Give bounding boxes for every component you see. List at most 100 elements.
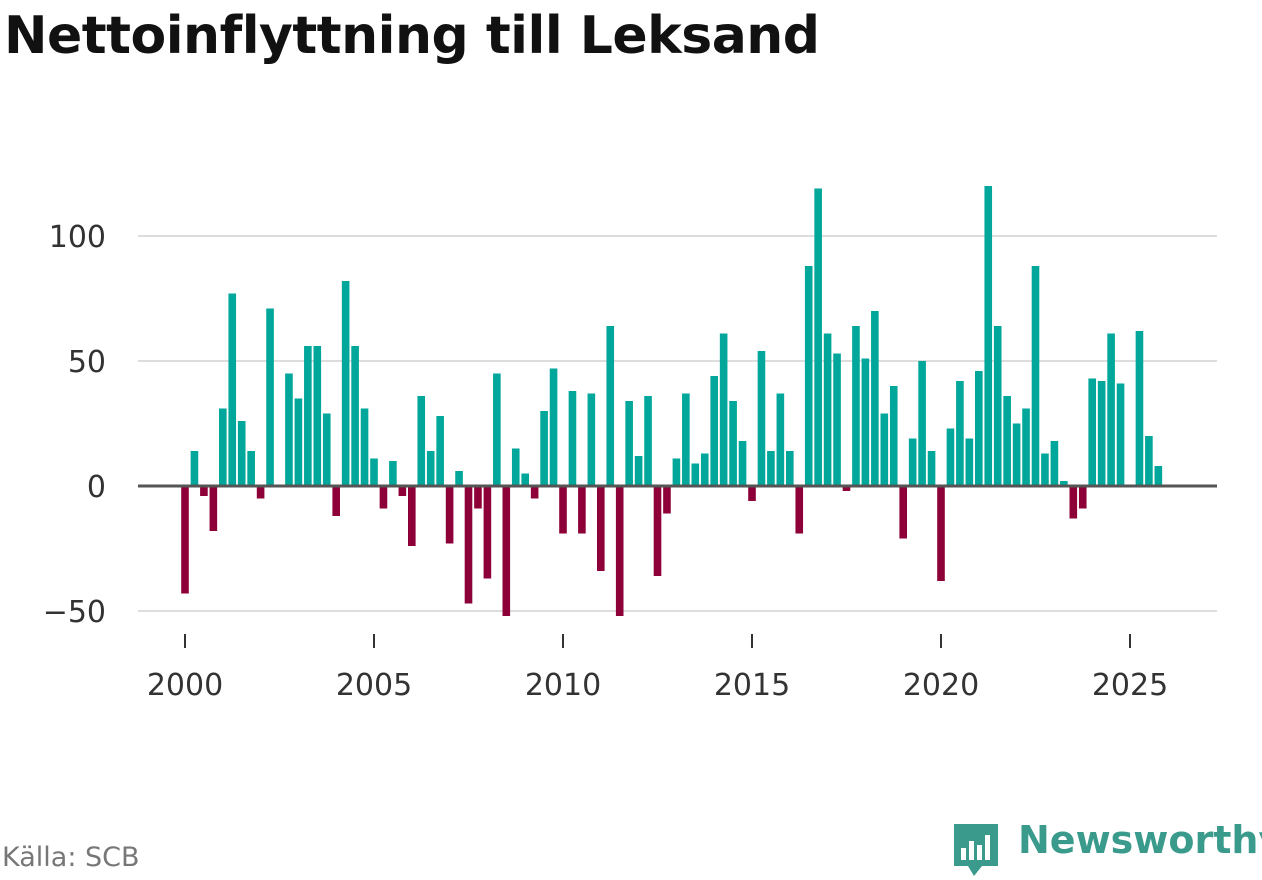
bar [691, 463, 700, 486]
x-tick-label: 2015 [714, 668, 790, 703]
bar [719, 333, 728, 486]
x-tick-label: 2005 [336, 668, 412, 703]
bar [663, 486, 671, 514]
bar [729, 401, 737, 486]
bar [965, 438, 974, 486]
y-tick-label: −50 [43, 595, 106, 630]
bar [455, 471, 463, 486]
bar [294, 398, 303, 486]
bar [559, 486, 567, 534]
bar [748, 486, 756, 501]
bar [993, 326, 1002, 486]
bar [1031, 266, 1040, 486]
bar [389, 461, 397, 486]
bar [795, 486, 804, 534]
bar [984, 186, 993, 486]
bar [710, 376, 718, 486]
bar [398, 486, 407, 496]
bar [767, 451, 775, 486]
bar [1107, 333, 1115, 486]
bar [1060, 481, 1068, 486]
bar [597, 486, 605, 571]
bar [426, 451, 435, 486]
bar [436, 416, 444, 486]
bar [511, 448, 520, 486]
bar-chart-logo-icon [954, 824, 998, 876]
bar [871, 311, 879, 486]
bar [181, 486, 189, 594]
x-tick-label: 2025 [1092, 668, 1168, 703]
bar [833, 353, 841, 486]
bar [322, 413, 331, 486]
bar [540, 411, 548, 486]
chart-area: 2000 2005 2010 2015 2020 2025 −50 0 50 100 [43, 186, 1217, 703]
bar [682, 393, 690, 486]
bar [1012, 423, 1021, 486]
bar-series [181, 186, 1163, 616]
bar [908, 438, 917, 486]
bar [521, 473, 529, 486]
bar [1116, 383, 1125, 486]
bar [568, 391, 577, 486]
bar [738, 441, 747, 486]
bar [360, 408, 369, 486]
bar [578, 486, 586, 534]
bar [313, 346, 322, 486]
x-tick-label: 2020 [903, 668, 979, 703]
bar [370, 458, 378, 486]
bar [861, 358, 870, 486]
bar [332, 486, 340, 516]
bar [200, 486, 208, 496]
bar [937, 486, 945, 581]
bar [653, 486, 662, 576]
bar [464, 486, 473, 604]
bar [946, 428, 955, 486]
bar [700, 453, 709, 486]
bar [606, 326, 615, 486]
bar [351, 346, 359, 486]
bar [256, 486, 265, 499]
bar [776, 393, 785, 486]
bar [341, 281, 350, 486]
bar [889, 386, 898, 486]
bar [927, 451, 936, 486]
bar [823, 333, 832, 486]
bar [615, 486, 624, 616]
bar [587, 393, 596, 486]
bar [1154, 466, 1163, 486]
bar [379, 486, 388, 509]
bar [1069, 486, 1078, 519]
bar [644, 396, 652, 486]
bar [786, 451, 794, 486]
bar [483, 486, 492, 579]
brand-name: Newsworthy [1018, 818, 1262, 862]
bar [493, 373, 501, 486]
source-note: Källa: SCB [2, 842, 140, 873]
newsworthy-logo: Newsworthy [950, 818, 1262, 878]
bar [852, 326, 860, 486]
bar [625, 401, 633, 486]
bar [880, 413, 889, 486]
bar [1145, 436, 1153, 486]
bar [1088, 378, 1096, 486]
bar [1022, 408, 1030, 486]
x-tick-label: 2010 [525, 668, 601, 703]
bar [266, 308, 274, 486]
bar [804, 266, 813, 486]
bar [445, 486, 454, 544]
bar [474, 486, 482, 509]
bar [219, 408, 227, 486]
bar [814, 188, 822, 486]
y-tick-label: 100 [49, 220, 106, 255]
x-axis: 2000 2005 2010 2015 2020 2025 [147, 634, 1168, 703]
bar [237, 421, 246, 486]
bar [634, 456, 643, 486]
bar [549, 368, 558, 486]
bar [304, 346, 312, 486]
bar [502, 486, 511, 616]
chart-title: Nettoinflyttning till Leksand [4, 6, 820, 66]
bar [530, 486, 539, 499]
bar [956, 381, 964, 486]
bar [190, 451, 199, 486]
bar [285, 373, 293, 486]
